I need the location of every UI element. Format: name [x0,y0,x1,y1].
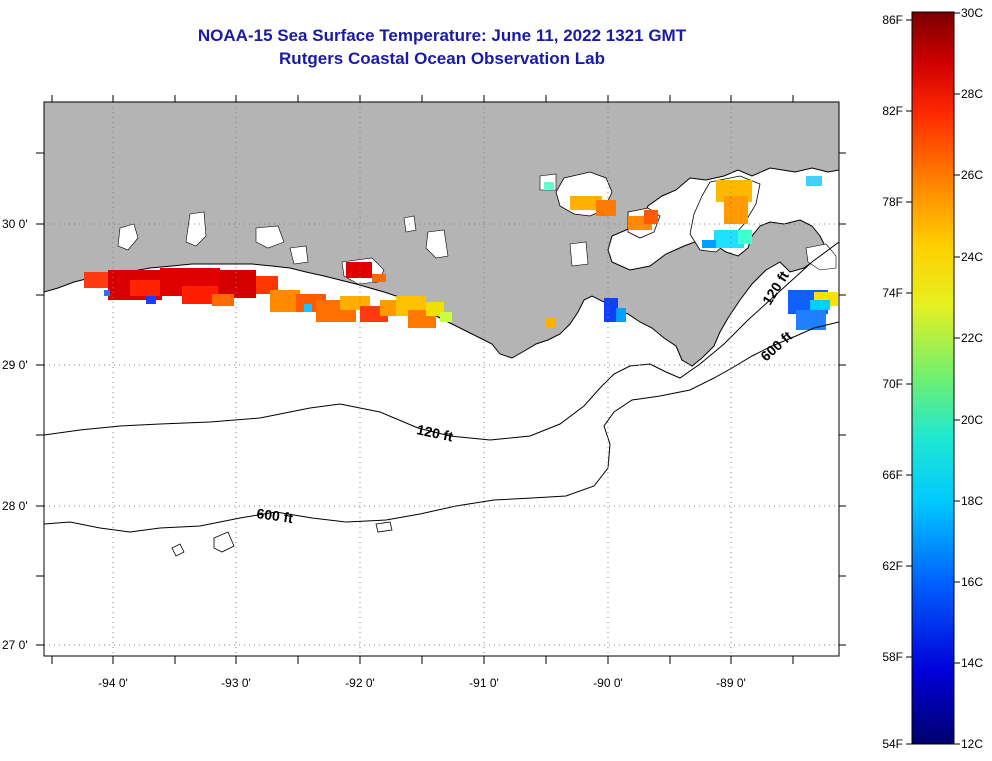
chandeleur-water [805,243,837,271]
map-frame [43,101,840,657]
colorbar-f-label: 74F [882,286,903,300]
title-line-1: NOAA-15 Sea Surface Temperature: June 11… [197,26,687,45]
inland-lake [569,241,589,267]
contour-label: 120 ft [415,421,454,444]
lon-label: -90 0' [593,676,623,690]
lon-label: -89 0' [716,676,746,690]
bank-contour [375,521,393,533]
colorbar-c-label: 28C [961,87,983,101]
white-lake [289,245,309,265]
colorbar-c-label: 20C [961,413,983,427]
colorbar-c-label: 18C [961,494,983,508]
colorbar-c-label: 12C [961,737,983,751]
lon-label: -92 0' [345,676,375,690]
colorbar-c-label: 16C [961,575,983,589]
colorbar-f-label: 78F [882,195,903,209]
colorbar-c-label: 24C [961,250,983,264]
calcasieu-lake [185,211,207,247]
colorbar-f-label: 58F [882,650,903,664]
sst-data-patches [84,176,838,330]
map-title: NOAA-15 Sea Surface Temperature: June 11… [44,24,840,70]
inland-lake [425,229,449,259]
contour-600ft [44,321,839,533]
colorbar-c-label: 14C [961,656,983,670]
lon-label: -93 0' [221,676,251,690]
colorbar-f-label: 62F [882,559,903,573]
title-line-2: Rutgers Coastal Ocean Observation Lab [279,49,605,68]
lon-label: -91 0' [469,676,499,690]
colorbar-f-label: 66F [882,468,903,482]
colorbar-f-label: 86F [882,13,903,27]
colorbar-c-label: 22C [961,331,983,345]
sabine-lake [117,223,139,251]
lat-label: 30 0' [2,217,28,231]
axis-ticks [36,95,846,664]
colorbar-ticks [906,12,960,745]
colorbar-c-label: 26C [961,168,983,182]
colorbar-f-label: 54F [882,737,903,751]
lat-label: 28 0' [2,499,28,513]
bank-contour [213,531,235,553]
colorbar-f-label: 70F [882,377,903,391]
colorbar-c-label: 30C [961,6,983,20]
lat-label: 29 0' [2,358,28,372]
lon-label: -94 0' [98,676,128,690]
colorbar-f-label: 82F [882,104,903,118]
contour-120ft-west [44,241,839,441]
grand-lake [255,225,285,249]
contour-label: 600 ft [256,505,295,526]
lat-label: 27 0' [2,638,28,652]
colorbar [911,11,955,745]
bank-contour [171,543,185,557]
